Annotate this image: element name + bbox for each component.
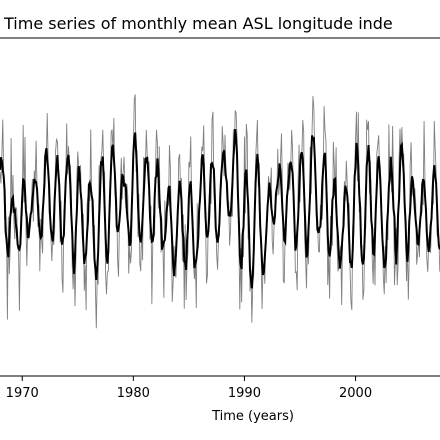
series-smoothed	[0, 128, 440, 289]
x-axis-ticks: 1970 1980 1990 2000	[6, 376, 372, 401]
smoothed-series-line	[0, 128, 440, 289]
x-axis-label: Time (years)	[211, 409, 294, 424]
plot-area	[0, 94, 440, 329]
x-tick-label: 1970	[6, 386, 39, 401]
chart-title: Time series of monthly mean ASL longitud…	[3, 14, 393, 33]
x-tick-label: 2000	[339, 386, 372, 401]
x-tick-label: 1990	[228, 386, 261, 401]
x-tick-label: 1980	[117, 386, 150, 401]
